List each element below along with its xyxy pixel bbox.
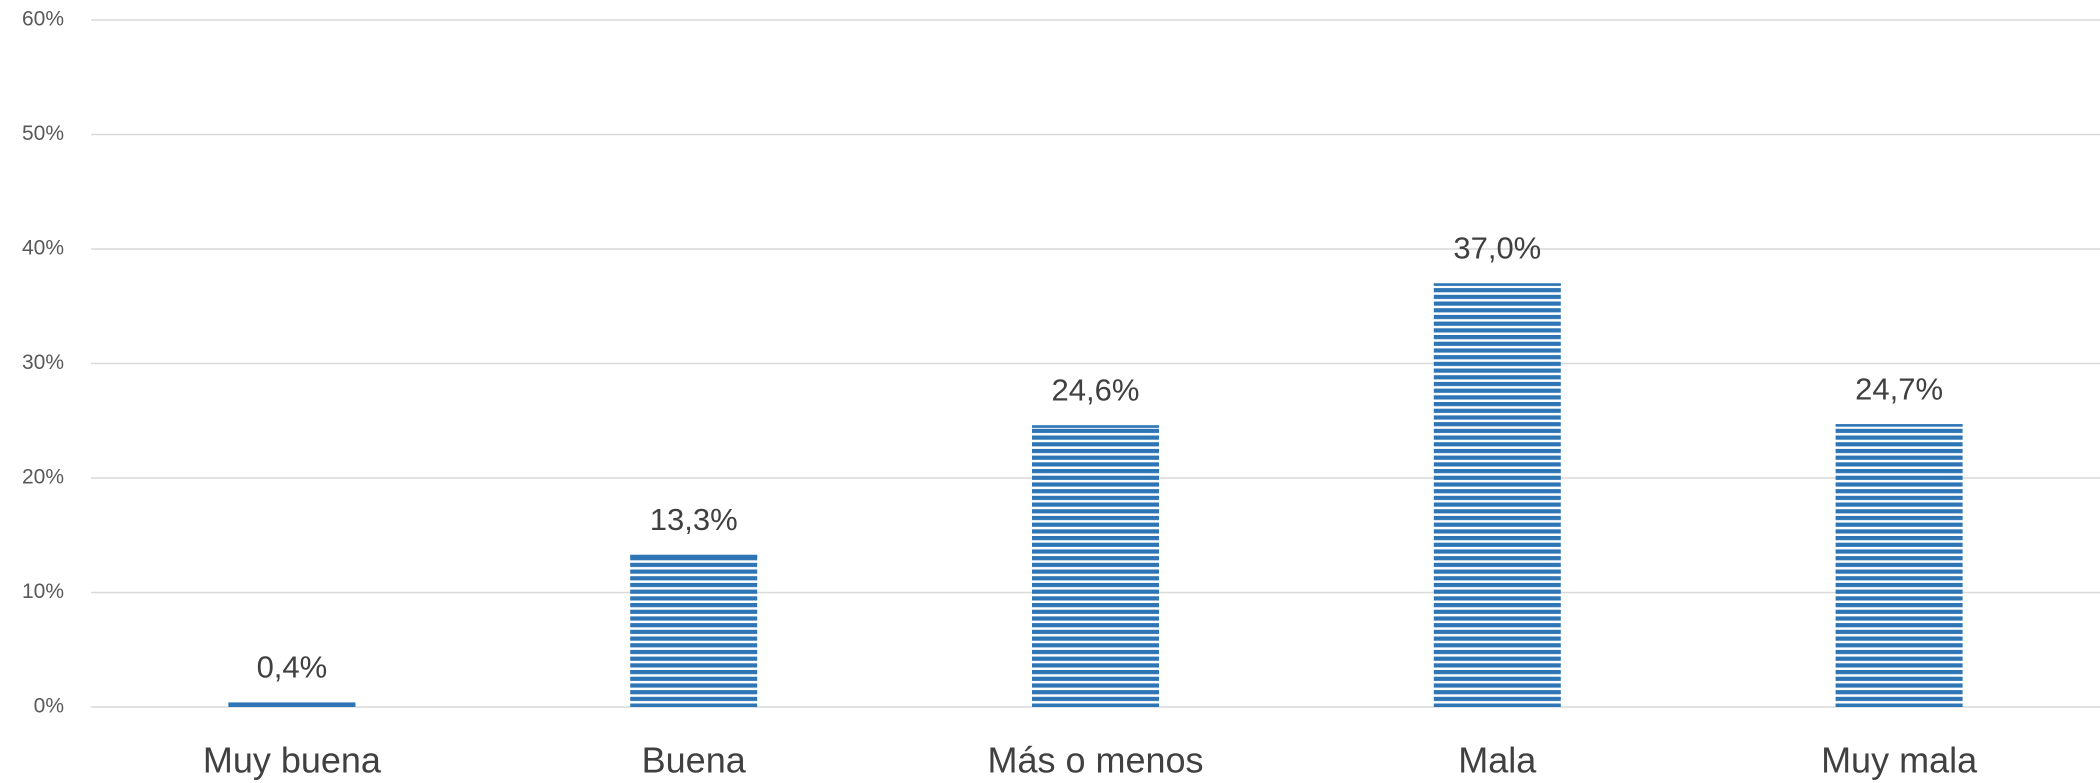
- y-tick-label: 40%: [22, 237, 64, 260]
- x-tick-label: Muy mala: [1821, 740, 1978, 781]
- bar-fill: [1835, 424, 1963, 707]
- bar: [630, 554, 758, 707]
- bar-top: [630, 554, 758, 558]
- bar-fill: [1433, 283, 1561, 707]
- y-tick-label: 10%: [22, 580, 64, 603]
- bar-fill: [1032, 425, 1159, 707]
- bar-fill: [630, 554, 758, 707]
- bar-top: [1032, 425, 1159, 428]
- value-label: 13,3%: [650, 502, 738, 537]
- value-label: 24,7%: [1855, 371, 1943, 406]
- value-label: 37,0%: [1453, 231, 1541, 266]
- bar-top: [1835, 424, 1963, 427]
- y-tick-label: 20%: [22, 466, 64, 489]
- bar-top: [228, 702, 356, 705]
- x-tick-label: Mala: [1458, 740, 1537, 781]
- value-label: 0,4%: [257, 650, 328, 685]
- bar-top: [1433, 283, 1561, 286]
- y-tick-label: 60%: [22, 8, 64, 31]
- value-label: 24,6%: [1052, 373, 1140, 408]
- bar: [1835, 424, 1963, 707]
- y-tick-label: 0%: [34, 695, 64, 718]
- x-tick-label: Muy buena: [203, 740, 382, 781]
- bar: [1032, 425, 1159, 707]
- y-tick-label: 50%: [22, 122, 64, 145]
- x-tick-label: Buena: [642, 740, 747, 781]
- bar: [1433, 283, 1561, 707]
- y-tick-label: 30%: [22, 351, 64, 374]
- bar: [228, 702, 356, 707]
- x-tick-label: Más o menos: [987, 740, 1203, 781]
